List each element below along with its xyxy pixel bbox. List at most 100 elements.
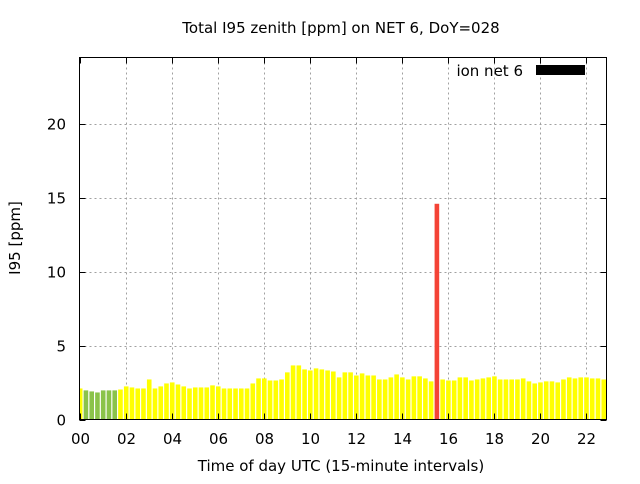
bar-54 [388, 377, 394, 419]
x-tick-label: 20 [531, 430, 550, 448]
bar-51 [371, 375, 376, 419]
x-tick-label: 06 [209, 430, 228, 448]
bar-18 [181, 386, 187, 419]
bar-59 [417, 376, 422, 419]
bar-15 [164, 383, 169, 419]
bar-2 [89, 391, 94, 419]
bar-3 [95, 392, 100, 419]
bar-36 [285, 372, 290, 419]
chart-title: Total I95 zenith [ppm] on NET 6, DoY=028 [181, 19, 499, 37]
bar-31 [256, 378, 261, 419]
y-tick-label: 15 [47, 190, 66, 208]
bar-56 [400, 377, 405, 419]
bar-69 [474, 379, 480, 419]
x-tick-label: 14 [393, 430, 412, 448]
bar-0 [80, 388, 83, 419]
bar-5 [106, 390, 112, 419]
bar-17 [175, 384, 181, 419]
bar-65 [451, 380, 457, 419]
bar-40 [308, 370, 313, 419]
bar-29 [244, 388, 250, 419]
bar-58 [411, 376, 417, 419]
bar-49 [359, 373, 365, 419]
bar-90 [595, 378, 601, 419]
bar-77 [520, 378, 526, 419]
bar-76 [515, 379, 520, 419]
bar-11 [141, 388, 146, 419]
grid-lines [79, 57, 607, 420]
bar-21 [198, 387, 204, 419]
legend: ion net 6 [456, 62, 585, 80]
x-tick-label: 02 [117, 430, 136, 448]
bar-72 [492, 376, 497, 419]
y-tick-label: 20 [47, 116, 66, 134]
legend-label: ion net 6 [456, 62, 523, 80]
bar-63 [440, 379, 445, 419]
bar-60 [423, 378, 428, 419]
bar-43 [325, 370, 330, 419]
bar-83 [555, 382, 561, 419]
bar-16 [169, 382, 175, 419]
bar-67 [463, 377, 468, 419]
bar-84 [561, 379, 566, 419]
bar-6 [112, 390, 118, 419]
bar-45 [336, 377, 342, 419]
bar-42 [319, 369, 325, 419]
bar-73 [497, 379, 503, 419]
bar-75 [509, 379, 514, 419]
bar-68 [469, 380, 474, 419]
bar-81 [543, 381, 549, 419]
bar-32 [261, 378, 267, 419]
bar-34 [273, 380, 279, 419]
x-tick-label: 08 [255, 430, 274, 448]
bar-47 [348, 372, 353, 419]
y-tick-label: 0 [56, 412, 66, 430]
bar-25 [221, 388, 227, 419]
bar-71 [486, 377, 491, 419]
bar-14 [158, 386, 164, 419]
bar-7 [118, 389, 123, 419]
bar-38 [296, 365, 302, 419]
bar-48 [354, 375, 359, 419]
bar-13 [152, 388, 158, 419]
plot-frame [79, 57, 607, 420]
bar-35 [279, 379, 284, 419]
bar-64 [446, 380, 451, 419]
bar-8 [123, 386, 129, 419]
bar-46 [342, 372, 348, 419]
bar-62 [434, 203, 440, 419]
bar-9 [129, 387, 135, 419]
bar-10 [135, 388, 141, 419]
x-tick-label: 16 [439, 430, 458, 448]
bar-44 [331, 371, 336, 419]
axis-ticks: 00 02 04 06 08 10 12 14 16 18 20 22 0 5 10 15 20 [47, 57, 607, 448]
bar-23 [210, 385, 215, 419]
y-axis-label: I95 [ppm] [6, 201, 24, 275]
bar-80 [538, 382, 543, 419]
bar-28 [238, 388, 244, 419]
bar-61 [428, 381, 434, 419]
bar-66 [457, 377, 463, 419]
bar-39 [302, 369, 307, 419]
bar-79 [532, 383, 538, 419]
x-tick-label: 00 [71, 430, 90, 448]
bar-20 [192, 387, 198, 419]
bar-30 [250, 383, 256, 419]
bar-87 [578, 377, 584, 419]
bar-89 [589, 378, 595, 419]
bar-78 [526, 381, 532, 419]
x-tick-label: 10 [301, 430, 320, 448]
bar-85 [566, 377, 572, 419]
bar-1 [83, 390, 89, 419]
x-tick-label: 12 [347, 430, 366, 448]
bar-52 [377, 379, 382, 419]
bar-50 [365, 375, 371, 419]
bar-22 [204, 387, 210, 419]
bar-82 [549, 381, 555, 419]
bar-37 [290, 365, 296, 419]
bar-70 [480, 378, 486, 419]
bar-74 [503, 379, 509, 419]
bar-91 [601, 379, 606, 419]
bar-26 [227, 388, 233, 419]
